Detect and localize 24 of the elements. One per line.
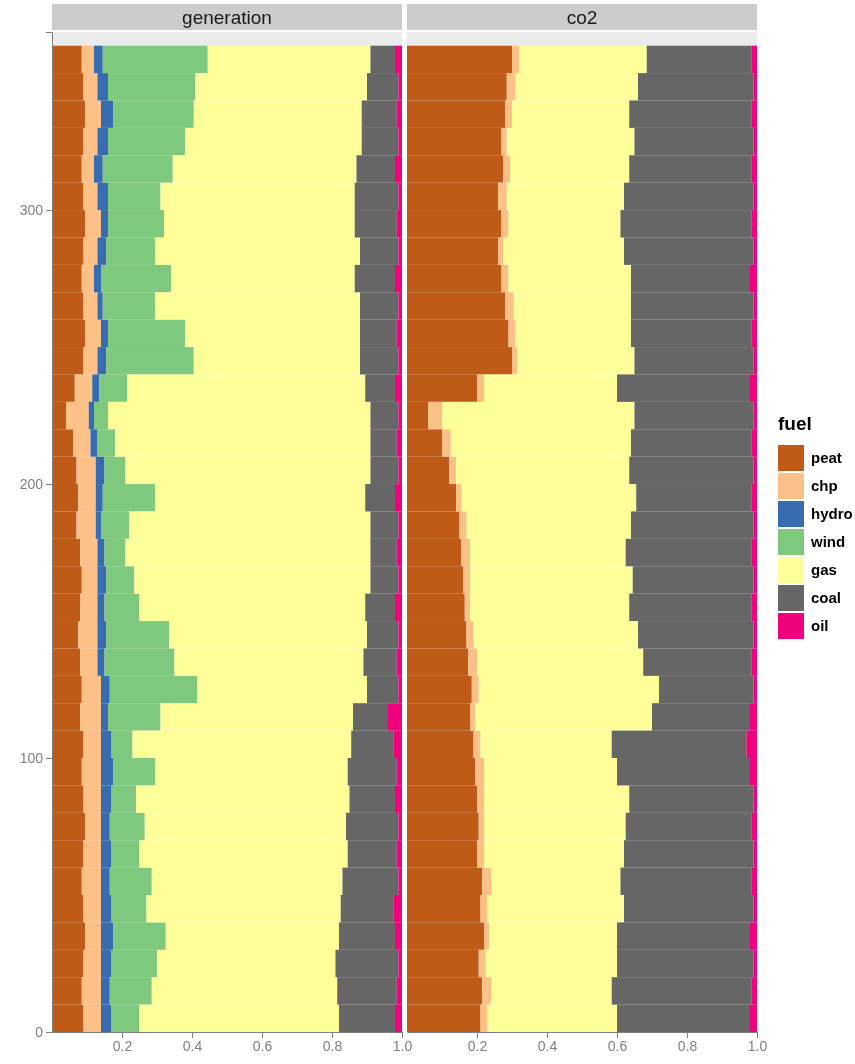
x-tick-label: 0.8 [677,1037,698,1054]
y-tick-label: 0 [35,1023,44,1040]
legend-label: coal [811,589,842,606]
x-tick-label: 0.4 [537,1037,558,1054]
legend-label: wind [810,533,846,550]
legend-label: oil [811,617,829,634]
legend-label: peat [811,449,842,466]
x-tick-label: 0.8 [322,1037,343,1054]
x-tick-label: 0.2 [112,1037,133,1054]
x-tick-label: 0.4 [182,1037,203,1054]
y-tick-label: 100 [19,750,44,767]
x-tick-label: 1.0 [392,1037,413,1054]
x-tick-label: 1.0 [747,1037,768,1054]
chart-title: co2 [566,7,598,28]
legend-label: gas [811,561,837,578]
y-tick-label: 200 [19,476,44,493]
x-tick-label: 0.6 [252,1037,273,1054]
x-tick-label: 0.6 [607,1037,628,1054]
chart-title: generation [182,7,272,28]
x-tick-label: 0.2 [467,1037,488,1054]
legend-label: hydro [811,505,853,522]
legend-label: chp [811,477,838,494]
y-tick-label: 300 [19,202,44,219]
legend-title: fuel [778,413,812,434]
